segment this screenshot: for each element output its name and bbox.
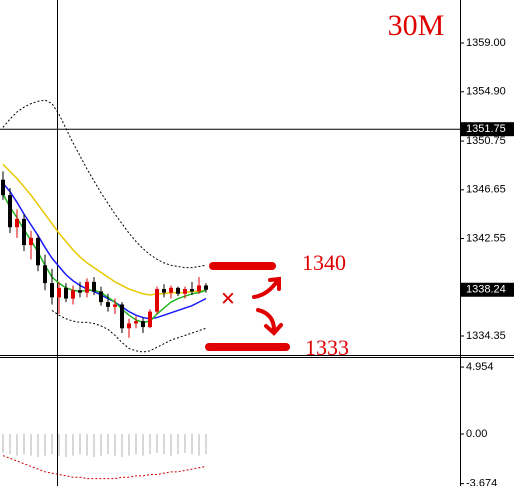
candle-body: [22, 218, 26, 246]
candle-body: [8, 195, 12, 228]
y-tick-label: 1346.65: [466, 184, 506, 196]
y-tick-label: 1354.90: [466, 86, 506, 98]
last-price-label: 1338.24: [466, 284, 506, 296]
candle-body: [169, 287, 173, 293]
indicator-line: [2, 455, 207, 480]
y-tick-label: 1342.55: [466, 232, 506, 244]
annotation-text: 1340: [302, 250, 346, 275]
candle-body: [127, 323, 131, 329]
arrow-up: [252, 276, 281, 299]
indicator-line: [51, 310, 207, 353]
candle-body: [113, 304, 117, 307]
candle-body: [43, 265, 47, 284]
y-tick-label: 0.00: [466, 428, 487, 440]
candle-body: [141, 321, 145, 328]
crosshair-box: [461, 122, 514, 137]
candle-body: [50, 283, 54, 298]
candle-body: [120, 304, 124, 329]
candle-body: [1, 179, 5, 196]
y-tick-label: 4.954: [466, 361, 494, 373]
candle-body: [92, 281, 96, 292]
candle-body: [134, 321, 138, 324]
candle-body: [190, 289, 194, 292]
indicator-line: [2, 99, 207, 269]
arrow-down: [256, 308, 283, 336]
candle-body: [29, 237, 33, 246]
y-tick-label: 1359.00: [466, 37, 506, 49]
candle-body: [15, 218, 19, 228]
candle-body: [197, 285, 201, 292]
y-tick-label: 1334.35: [466, 330, 506, 342]
candle-body: [204, 285, 208, 290]
candle-body: [64, 287, 68, 299]
annotation-shapes: [205, 262, 290, 351]
candle-body: [36, 237, 40, 266]
candle-body: [183, 289, 187, 294]
candle-body: [106, 302, 110, 307]
candle-body: [162, 289, 166, 293]
last-price-box: [461, 282, 514, 297]
candle-body: [99, 291, 103, 303]
candle-body: [85, 281, 89, 293]
y-tick-label: -3.674: [466, 478, 497, 486]
annotation-text: ×: [221, 284, 236, 313]
candle-body: [148, 311, 152, 328]
indicator-line: [2, 182, 207, 320]
y-tick-label: 1350.75: [466, 135, 506, 147]
candle-body: [155, 289, 159, 312]
chart-title: 30M: [388, 9, 445, 42]
candle-body: [176, 287, 180, 294]
indicator-line: [2, 163, 207, 296]
annotation-text: 1333: [305, 335, 349, 360]
crosshair-label: 1351.75: [466, 123, 506, 135]
candle-body: [78, 290, 82, 293]
candle-body: [57, 287, 61, 298]
candle-body: [71, 290, 75, 299]
